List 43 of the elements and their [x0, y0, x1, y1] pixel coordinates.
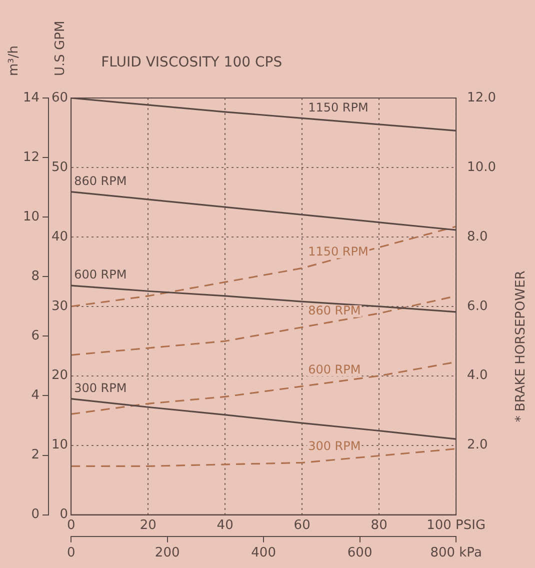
x-tick-label: 60 [294, 518, 310, 533]
series-label: 860 RPM [308, 303, 361, 318]
x-tick-label: 20 [140, 518, 156, 533]
line-series [71, 226, 456, 308]
y3-tick-label: 2 [31, 448, 40, 463]
series-label: 1150 RPM [308, 244, 368, 258]
y-tick-label: 10 [52, 438, 68, 453]
series-label: 300 RPM [308, 438, 361, 453]
y3-tick-label: 4 [31, 388, 40, 404]
y2-tick-label: 4.0 [467, 368, 488, 384]
x2-tick-label: 800 kPa [430, 546, 482, 561]
series-label: 860 RPM [74, 174, 127, 188]
y-axis-title: U.S GPM [52, 20, 68, 76]
y3-tick-label: 14 [22, 90, 40, 106]
y2-axis-title: * BRAKE HORSEPOWER [513, 270, 528, 422]
series-label: 1150 RPM [308, 100, 368, 114]
x2-tick-label: 400 [251, 546, 276, 561]
y-tick-label: 40 [52, 229, 68, 244]
y3-tick-label: 8 [31, 269, 40, 284]
series-label: 600 RPM [308, 362, 361, 376]
series-label: 600 RPM [74, 268, 127, 282]
y3-tick-label: 0 [31, 507, 40, 522]
y-tick-label: 60 [52, 90, 68, 106]
y2-tick-label: 8.0 [467, 229, 488, 244]
y2-tick-label: 6.0 [467, 298, 488, 314]
x2-tick-label: 200 [154, 546, 180, 561]
x-tick-label: 100 PSIG [426, 518, 486, 533]
y3-tick-label: 6 [31, 328, 40, 344]
y2-tick-label: 2.0 [467, 438, 488, 453]
y3-axis-title: m³/h [6, 46, 22, 76]
series-label: 300 RPM [74, 380, 127, 395]
x-tick-label: 40 [216, 518, 234, 533]
y2-tick-label: 10.0 [467, 160, 496, 175]
x2-tick-label: 600 [347, 546, 372, 561]
x-tick-label: 80 [370, 518, 388, 533]
chart-title: FLUID VISCOSITY 100 CPS [101, 54, 282, 71]
y3-tick-label: 10 [22, 209, 40, 224]
y3-tick-label: 12 [22, 150, 40, 165]
y-tick-label: 50 [52, 160, 68, 175]
y-tick-label: 0 [60, 507, 68, 522]
y2-tick-label: 12.0 [467, 90, 496, 106]
y-tick-label: 20 [52, 368, 68, 384]
y-tick-label: 30 [52, 298, 68, 314]
